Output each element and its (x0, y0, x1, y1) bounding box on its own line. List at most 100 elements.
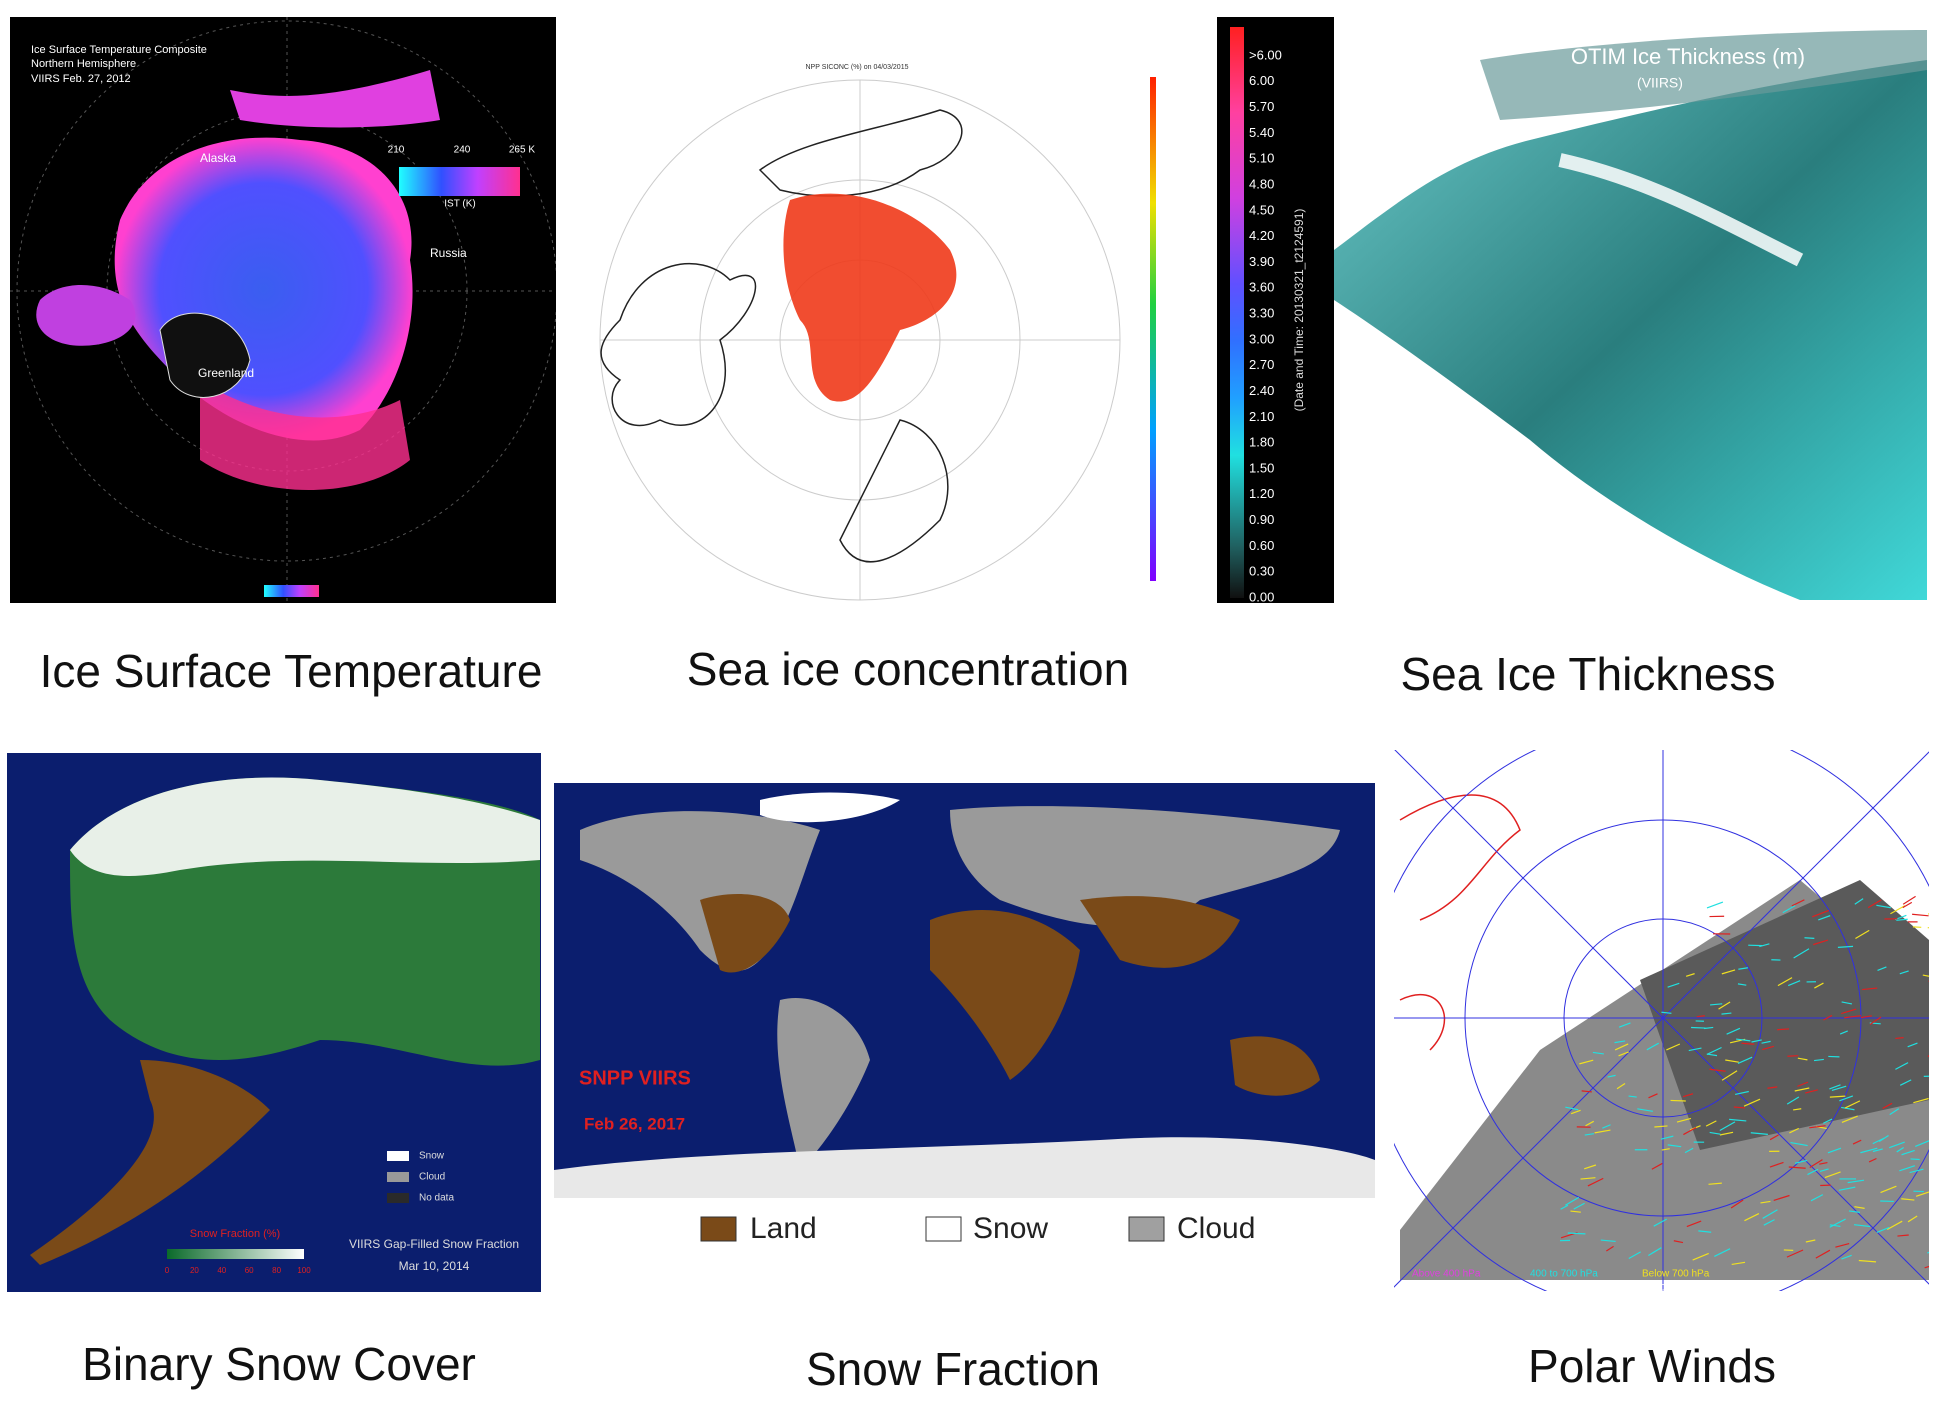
wind-vector (1924, 1265, 1929, 1269)
wind-vector (1718, 1001, 1731, 1010)
colorbar-tick: 1.80 (1249, 435, 1274, 450)
wind-vector (1560, 1204, 1569, 1210)
wind-vector (1637, 1108, 1653, 1112)
landmass (159, 312, 251, 398)
wind-vector (1744, 1213, 1760, 1222)
wind-vector (1564, 1196, 1580, 1206)
wind-vector (1581, 1090, 1592, 1093)
legend-label: Cloud (1177, 1212, 1255, 1245)
wind-vector (1773, 1194, 1790, 1201)
wind-vector (1738, 967, 1749, 970)
wind-vector (1841, 1106, 1855, 1111)
wind-vector (1688, 1047, 1702, 1052)
wind-vector (1860, 1147, 1878, 1154)
wind-vector (1736, 1038, 1751, 1042)
wind-vector (1809, 1125, 1826, 1129)
continent (777, 998, 870, 1170)
ice-region (230, 70, 440, 128)
wind-vector (1790, 1141, 1808, 1147)
colorbar-tick: 1.20 (1249, 486, 1274, 501)
colorbar-tick: 6.00 (1249, 73, 1274, 88)
map-title: OTIM Ice Thickness (m) (1571, 44, 1805, 69)
wind-vector (1847, 1179, 1865, 1184)
wind-vector (1819, 1168, 1829, 1173)
wind-vector (1812, 909, 1830, 918)
wind-vector (1705, 1120, 1717, 1127)
wind-vector (1872, 1148, 1883, 1153)
wind-vector (1786, 1096, 1800, 1105)
wind-vector (1759, 943, 1770, 948)
wind-vector (1737, 1056, 1753, 1065)
wind-vector (1901, 1198, 1915, 1201)
image-footer: S-NPP-VIIRS 3 NOV 15 03:50 GMT (1588, 1282, 1732, 1292)
colorbar-tick: >6.00 (1249, 47, 1282, 62)
wind-vector (1928, 980, 1929, 982)
wind-vector (1777, 977, 1793, 987)
satellite-image (1640, 880, 1929, 1150)
wind-vector (1646, 1042, 1660, 1051)
panel-concentration: NPP SICONC (%) on 04/03/2015 (599, 64, 1156, 601)
wind-vector (1827, 1147, 1842, 1154)
wind-vector (1901, 1149, 1915, 1156)
wind-vector (1760, 1200, 1771, 1204)
legend-swatch (925, 1216, 962, 1242)
wind-vector (1709, 1068, 1726, 1072)
colorbar-tick: 2.70 (1249, 357, 1274, 372)
wind-vector (1607, 1074, 1616, 1078)
caption: Sea Ice Thickness (1400, 648, 1775, 700)
wind-vector (1869, 1016, 1882, 1025)
wind-vector (1797, 1081, 1809, 1087)
legend-label: Cloud (419, 1172, 445, 1183)
caption: Snow Fraction (806, 1343, 1100, 1395)
wind-vector (1743, 1098, 1761, 1107)
wind-vector (1829, 1218, 1846, 1228)
colorbar-tick: 1.50 (1249, 460, 1274, 475)
wind-vector (1616, 1083, 1626, 1090)
colorbar-tick: 5.40 (1249, 125, 1274, 140)
wind-vector (1807, 1168, 1819, 1176)
wind-vector (1896, 1146, 1904, 1153)
wind-vector (1654, 1125, 1668, 1128)
wind-vector (1660, 1135, 1674, 1140)
wind-vector (1706, 1053, 1718, 1057)
colorbar (1230, 27, 1244, 598)
wind-vector (1899, 1079, 1912, 1086)
wind-vector (1877, 966, 1887, 971)
wind-vector (1741, 1042, 1755, 1045)
wind-vector (1751, 1039, 1762, 1043)
wind-vector (1928, 913, 1929, 915)
wind-vector (1823, 1014, 1833, 1021)
colorbar (167, 1249, 304, 1259)
wind-vector (1682, 1093, 1694, 1098)
wind-vector (1750, 1132, 1768, 1136)
region-label: Greenland (198, 366, 254, 380)
wind-vector (1614, 1043, 1629, 1051)
map-title: VIIRS Feb. 27, 2012 (31, 73, 131, 85)
wind-vector (1839, 1030, 1848, 1035)
continent (950, 806, 1340, 927)
wind-vector (1841, 1254, 1852, 1260)
continent (1080, 896, 1240, 968)
colorbar-tick: 0 (165, 1266, 170, 1275)
wind-vector (1696, 1015, 1705, 1018)
wind-vector (1841, 1115, 1858, 1123)
legend-label: Above 400 hPa (1412, 1269, 1481, 1280)
wind-vector (1729, 1118, 1747, 1122)
wind-vector (1592, 1051, 1604, 1055)
colorbar-tick: 4.50 (1249, 202, 1274, 217)
panel-ist: Ice Surface Temperature Composite Northe… (10, 17, 556, 603)
wind-vector (1653, 1218, 1667, 1227)
legend-label: Below 700 hPa (1642, 1269, 1710, 1280)
region-label: Russia (430, 246, 467, 260)
colorbar-tick: 265 K (509, 145, 535, 156)
legend-label: Snow (419, 1151, 445, 1162)
wind-vector (1805, 1239, 1816, 1243)
wind-vector (1651, 1162, 1663, 1170)
map-title: VIIRS Gap-Filled Snow Fraction (349, 1237, 519, 1251)
wind-vector (1567, 1232, 1586, 1235)
ice-concentration (783, 193, 957, 402)
wind-vector (1719, 1131, 1734, 1136)
wind-vector (1910, 1158, 1920, 1161)
wind-vector (1691, 1026, 1706, 1029)
